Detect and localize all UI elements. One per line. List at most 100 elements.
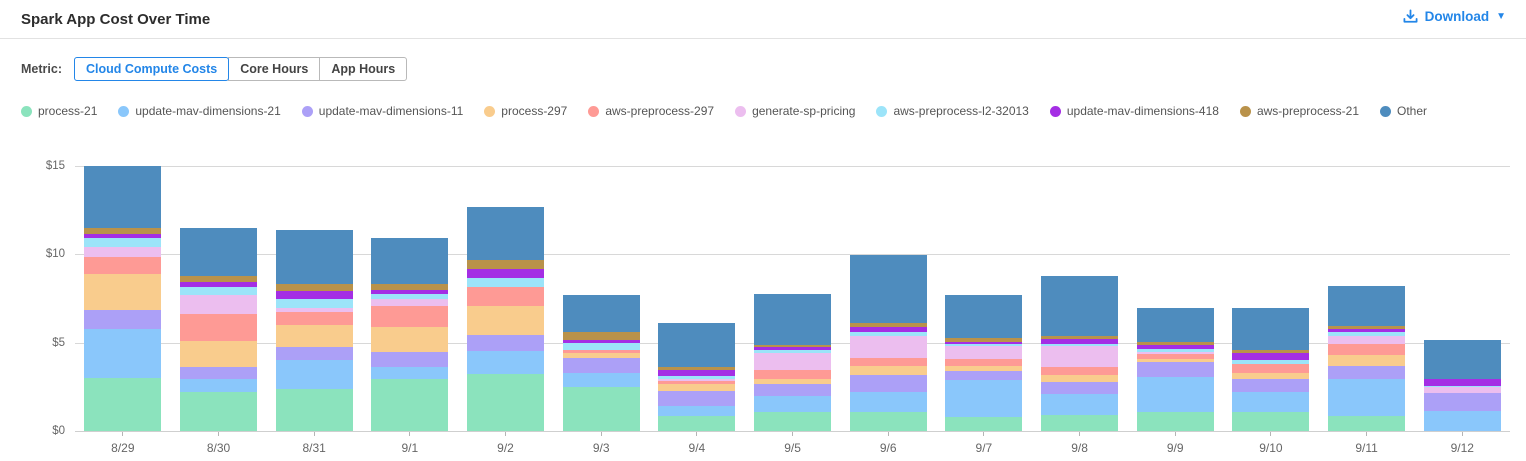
bar-segment-process-297[interactable] xyxy=(658,384,736,392)
bar-segment-process-297[interactable] xyxy=(467,306,545,335)
bar-segment-update-mav-dimensions-21[interactable] xyxy=(180,378,257,393)
bar-segment-aws-preprocess-l2-32013[interactable] xyxy=(658,376,736,379)
bar-segment-aws-preprocess-l2-32013[interactable] xyxy=(371,294,449,299)
bar-segment-update-mav-dimensions-21[interactable] xyxy=(658,406,736,416)
metric-button-cloud-compute-costs[interactable]: Cloud Compute Costs xyxy=(73,57,230,81)
bar-segment-aws-preprocess-21[interactable] xyxy=(1136,341,1214,346)
bar-segment-aws-preprocess-297[interactable] xyxy=(754,370,832,379)
bar-segment-generate-sp-pricing[interactable] xyxy=(1041,346,1119,367)
bar-segment-update-mav-dimensions-21[interactable] xyxy=(1423,410,1501,431)
bar-segment-aws-preprocess-21[interactable] xyxy=(1232,349,1310,354)
bar-segment-Other[interactable] xyxy=(945,295,1023,339)
bar-segment-aws-preprocess-l2-32013[interactable] xyxy=(467,278,545,288)
bar-segment-aws-preprocess-21[interactable] xyxy=(1041,335,1119,340)
bar-segment-aws-preprocess-l2-32013[interactable] xyxy=(562,342,640,350)
bar-segment-generate-sp-pricing[interactable] xyxy=(658,378,736,381)
stacked-bar-9-9[interactable] xyxy=(1136,308,1214,431)
bar-segment-aws-preprocess-l2-32013[interactable] xyxy=(945,343,1023,347)
stacked-bar-9-2[interactable] xyxy=(467,206,545,431)
bar-segment-process-21[interactable] xyxy=(275,389,353,431)
bar-segment-update-mav-dimensions-418[interactable] xyxy=(1041,339,1119,345)
bar-segment-update-mav-dimensions-11[interactable] xyxy=(275,347,353,361)
bar-segment-generate-sp-pricing[interactable] xyxy=(1136,352,1214,355)
bar-segment-Other[interactable] xyxy=(1423,340,1501,379)
bar-segment-process-297[interactable] xyxy=(1136,359,1214,363)
bar-segment-aws-preprocess-l2-32013[interactable] xyxy=(1232,360,1310,364)
bar-segment-update-mav-dimensions-418[interactable] xyxy=(371,289,449,295)
bar-segment-aws-preprocess-297[interactable] xyxy=(1041,366,1119,375)
bar-segment-aws-preprocess-297[interactable] xyxy=(658,380,736,385)
bar-segment-aws-preprocess-297[interactable] xyxy=(1136,354,1214,360)
stacked-bar-9-7[interactable] xyxy=(945,295,1023,431)
bar-segment-aws-preprocess-297[interactable] xyxy=(849,357,927,366)
bar-segment-update-mav-dimensions-21[interactable] xyxy=(1041,393,1119,416)
bar-segment-process-297[interactable] xyxy=(562,353,640,358)
bar-segment-update-mav-dimensions-11[interactable] xyxy=(754,384,832,396)
bar-segment-update-mav-dimensions-21[interactable] xyxy=(754,395,832,412)
bar-segment-aws-preprocess-l2-32013[interactable] xyxy=(754,349,832,354)
bar-segment-process-297[interactable] xyxy=(84,273,162,310)
bar-segment-Other[interactable] xyxy=(371,237,449,284)
bar-segment-aws-preprocess-l2-32013[interactable] xyxy=(180,287,257,295)
bar-segment-generate-sp-pricing[interactable] xyxy=(1423,386,1501,394)
stacked-bar-8-30[interactable] xyxy=(180,227,257,431)
bar-segment-aws-preprocess-21[interactable] xyxy=(562,332,640,341)
stacked-bar-9-10[interactable] xyxy=(1232,308,1310,431)
bar-segment-process-21[interactable] xyxy=(1232,411,1310,431)
legend-item-update-mav-dimensions-21[interactable]: update-mav-dimensions-21 xyxy=(118,104,281,118)
bar-segment-update-mav-dimensions-11[interactable] xyxy=(467,334,545,351)
legend-item-aws-preprocess-297[interactable]: aws-preprocess-297 xyxy=(588,104,714,118)
bar-segment-process-297[interactable] xyxy=(754,378,832,385)
bar-segment-aws-preprocess-297[interactable] xyxy=(467,287,545,307)
bar-segment-process-297[interactable] xyxy=(1232,372,1310,379)
bar-segment-process-21[interactable] xyxy=(1136,412,1214,431)
bar-segment-update-mav-dimensions-11[interactable] xyxy=(1328,365,1406,379)
bar-segment-aws-preprocess-21[interactable] xyxy=(275,284,353,291)
bar-segment-update-mav-dimensions-11[interactable] xyxy=(849,374,927,393)
bar-segment-process-21[interactable] xyxy=(562,386,640,431)
bar-segment-aws-preprocess-297[interactable] xyxy=(945,358,1023,366)
bar-segment-generate-sp-pricing[interactable] xyxy=(180,295,257,315)
bar-segment-aws-preprocess-l2-32013[interactable] xyxy=(849,332,927,336)
bar-segment-update-mav-dimensions-418[interactable] xyxy=(562,340,640,343)
bar-segment-aws-preprocess-l2-32013[interactable] xyxy=(275,299,353,309)
bar-segment-update-mav-dimensions-21[interactable] xyxy=(1136,377,1214,413)
bar-segment-generate-sp-pricing[interactable] xyxy=(371,298,449,306)
stacked-bar-9-6[interactable] xyxy=(849,255,927,431)
bar-segment-Other[interactable] xyxy=(84,166,162,228)
bar-segment-aws-preprocess-297[interactable] xyxy=(1232,363,1310,373)
bar-segment-update-mav-dimensions-418[interactable] xyxy=(467,269,545,279)
legend-item-process-297[interactable]: process-297 xyxy=(484,104,567,118)
stacked-bar-9-5[interactable] xyxy=(754,294,832,431)
bar-segment-process-21[interactable] xyxy=(84,378,162,431)
bar-segment-aws-preprocess-21[interactable] xyxy=(467,259,545,270)
bar-segment-process-21[interactable] xyxy=(754,411,832,431)
stacked-bar-9-3[interactable] xyxy=(562,295,640,431)
bar-segment-update-mav-dimensions-11[interactable] xyxy=(371,351,449,367)
bar-segment-process-297[interactable] xyxy=(945,365,1023,371)
bar-segment-Other[interactable] xyxy=(754,294,832,345)
bar-segment-process-21[interactable] xyxy=(467,374,545,431)
bar-segment-aws-preprocess-297[interactable] xyxy=(84,257,162,274)
bar-segment-aws-preprocess-297[interactable] xyxy=(1328,343,1406,356)
legend-item-update-mav-dimensions-418[interactable]: update-mav-dimensions-418 xyxy=(1049,104,1219,118)
bar-segment-aws-preprocess-l2-32013[interactable] xyxy=(1423,385,1501,387)
bar-segment-generate-sp-pricing[interactable] xyxy=(754,353,832,371)
bar-segment-Other[interactable] xyxy=(1328,286,1406,326)
bar-segment-aws-preprocess-297[interactable] xyxy=(371,305,449,327)
bar-segment-generate-sp-pricing[interactable] xyxy=(1328,335,1406,344)
bar-segment-update-mav-dimensions-11[interactable] xyxy=(562,357,640,373)
bar-segment-process-21[interactable] xyxy=(180,392,257,431)
bar-segment-update-mav-dimensions-21[interactable] xyxy=(371,366,449,379)
bar-segment-process-297[interactable] xyxy=(849,365,927,375)
bar-segment-Other[interactable] xyxy=(658,323,736,368)
bar-segment-Other[interactable] xyxy=(849,255,927,324)
bar-segment-process-297[interactable] xyxy=(1041,374,1119,382)
bar-segment-aws-preprocess-21[interactable] xyxy=(1328,325,1406,330)
bar-segment-aws-preprocess-297[interactable] xyxy=(275,311,353,326)
metric-button-app-hours[interactable]: App Hours xyxy=(319,57,408,81)
bar-segment-update-mav-dimensions-418[interactable] xyxy=(849,326,927,333)
bar-segment-update-mav-dimensions-418[interactable] xyxy=(84,234,162,238)
bar-segment-aws-preprocess-21[interactable] xyxy=(371,283,449,290)
bar-segment-generate-sp-pricing[interactable] xyxy=(275,308,353,312)
